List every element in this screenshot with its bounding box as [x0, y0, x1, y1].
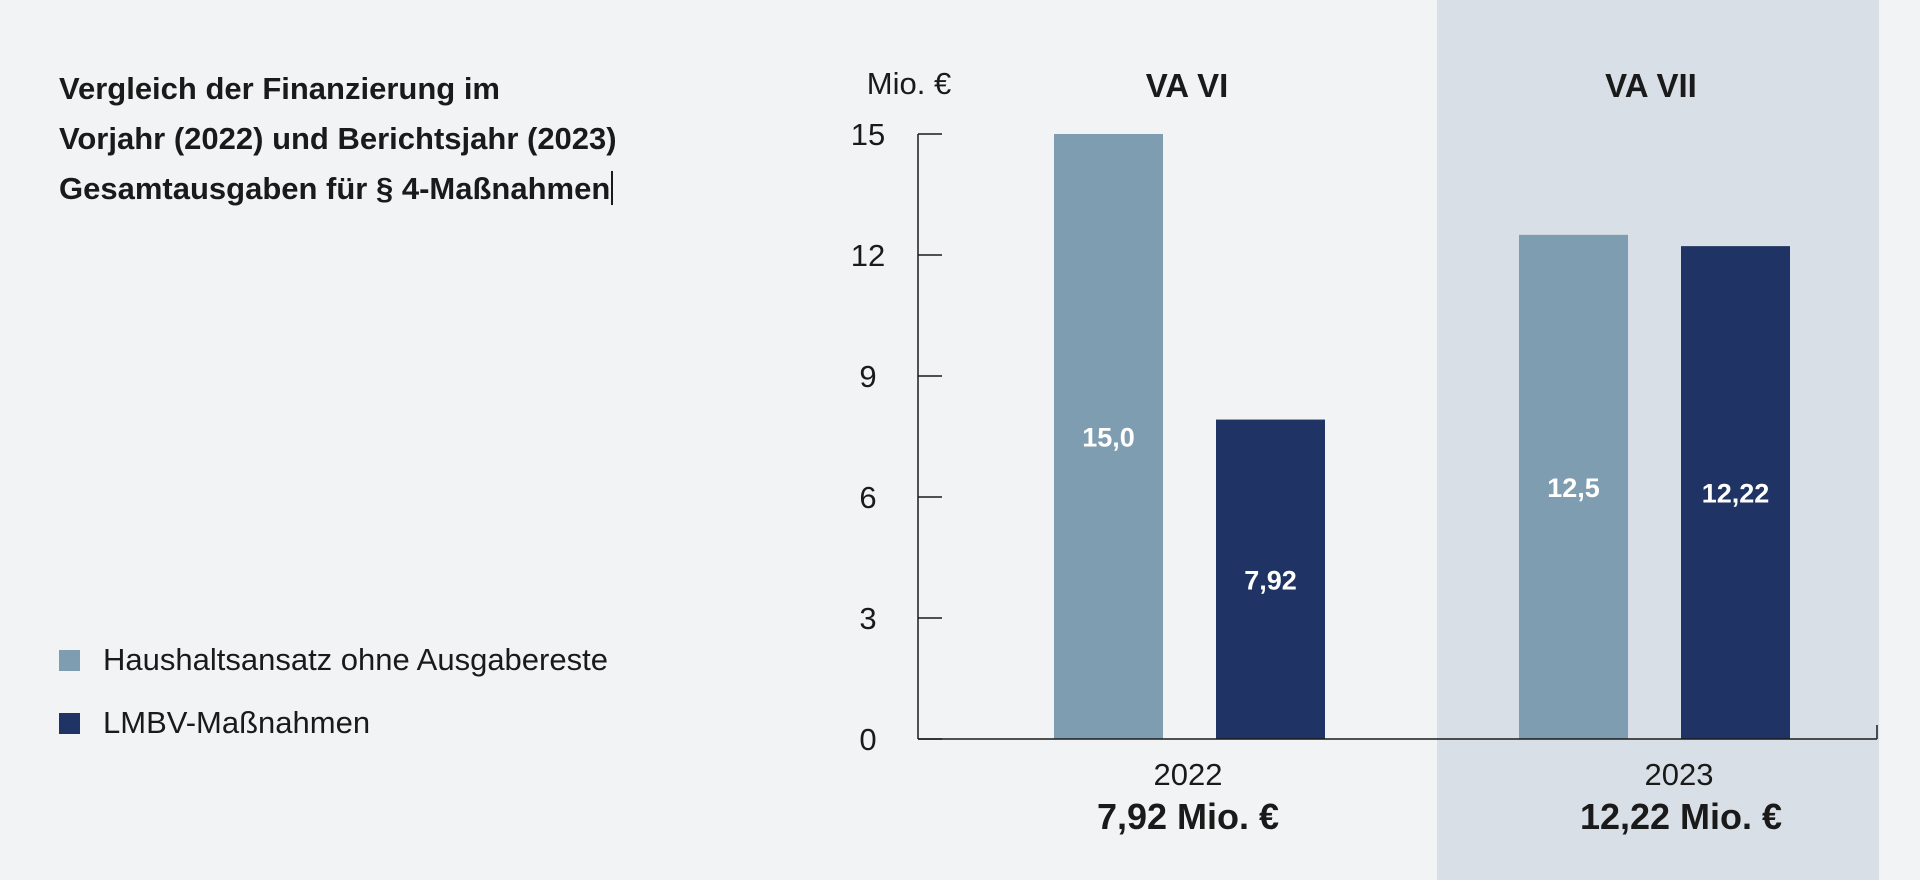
text-cursor [611, 171, 614, 205]
bar-haushaltsansatz-2023 [1519, 234, 1628, 740]
y-axis-label: Mio. € [867, 66, 951, 101]
y-tick-label-12: 12 [851, 238, 885, 273]
y-tick-label-0: 0 [859, 722, 876, 757]
y-tick-label-9: 9 [859, 359, 876, 394]
group-header-2022: VA VI [1146, 67, 1229, 104]
bar-value-label-haushaltsansatz-2023: 12,5 [1547, 473, 1600, 503]
bar-lmbv-2022 [1216, 419, 1325, 739]
bar-haushaltsansatz-2022 [1054, 134, 1163, 739]
legend-swatch-haushaltsansatz [59, 649, 80, 671]
bar-value-label-haushaltsansatz-2022: 15,0 [1082, 423, 1135, 453]
group-header-2023: VA VII [1605, 67, 1697, 104]
legend-item-lmbv: LMBV-Maßnahmen [59, 703, 608, 743]
title-line-2: Vorjahr (2022) und Berichtsjahr (2023) [59, 121, 617, 156]
y-tick-label-6: 6 [859, 480, 876, 515]
bar-value-label-lmbv-2022: 7,92 [1244, 565, 1297, 595]
legend: Haushaltsansatz ohne Ausgabereste LMBV-M… [59, 640, 608, 766]
highlight-panel-2023 [1437, 0, 1879, 880]
y-tick-label-15: 15 [851, 117, 885, 152]
title-line-1: Vergleich der Finanzierung im [59, 71, 500, 106]
x-tick-label-2022: 2022 [1154, 757, 1223, 792]
legend-label-haushaltsansatz: Haushaltsansatz ohne Ausgabereste [103, 642, 608, 677]
group-total-2022: 7,92 Mio. € [1097, 796, 1279, 837]
x-tick-label-2023: 2023 [1645, 757, 1714, 792]
legend-label-lmbv: LMBV-Maßnahmen [103, 705, 371, 740]
title-line-3: Gesamtausgaben für § 4-Maßnahmen [59, 171, 611, 206]
group-total-2023: 12,22 Mio. € [1580, 796, 1782, 837]
legend-swatch-lmbv [59, 712, 80, 734]
y-tick-label-3: 3 [859, 601, 876, 636]
legend-item-haushaltsansatz: Haushaltsansatz ohne Ausgabereste [59, 640, 608, 680]
chart-title: Vergleich der Finanzierung im Vorjahr (2… [59, 64, 779, 214]
bar-lmbv-2023 [1681, 246, 1790, 740]
bar-value-label-lmbv-2023: 12,22 [1702, 479, 1770, 509]
